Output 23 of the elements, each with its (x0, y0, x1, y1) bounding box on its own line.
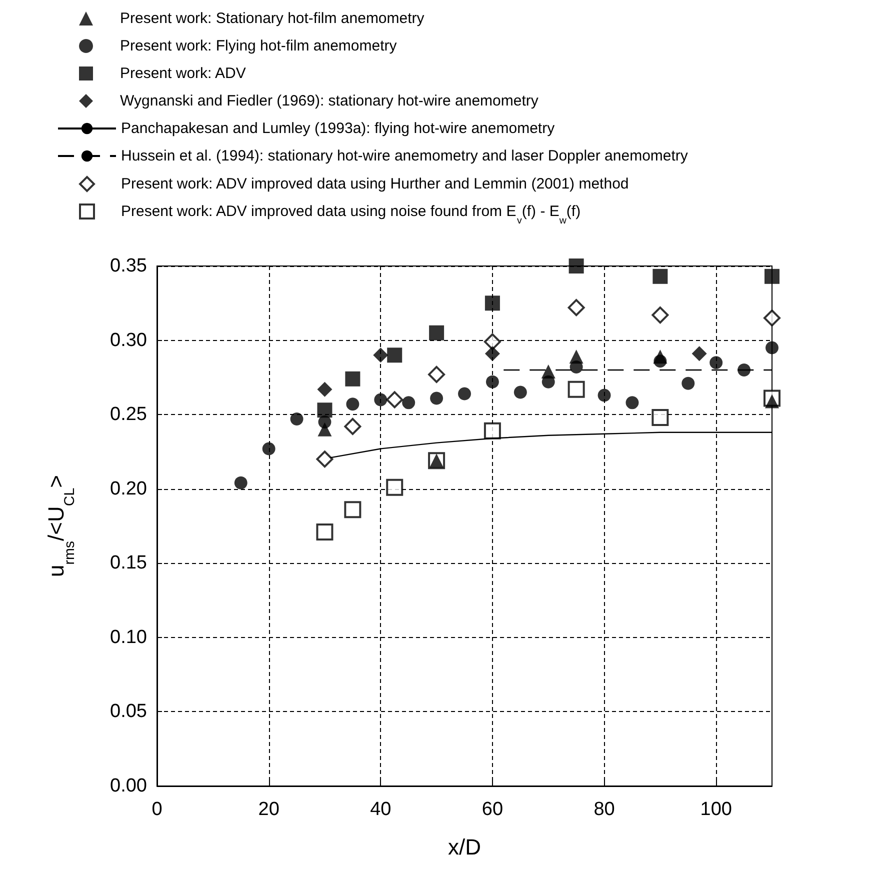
y-tick-label: 0.10 (110, 626, 147, 648)
y-tick-label: 0.05 (110, 701, 147, 722)
legend-label: Present work: ADV improved data using Hurther and Lemmin (2001) method (121, 176, 629, 192)
y-tick-label: 0.30 (110, 330, 147, 351)
legend-label: Wygnanski and Fiedler (1969): stationary hot-wire anemometry (120, 92, 539, 110)
legend-label: Present work: ADV (120, 65, 246, 82)
x-tick-label: 60 (482, 799, 504, 820)
y-tick-label: 0.15 (110, 552, 147, 574)
x-axis-title: x/D (448, 834, 481, 860)
legend-label: Hussein et al. (1994): stationary hot-wire anemometry and laser Doppler anemometry (121, 148, 688, 164)
legend-label: Present work: Flying hot-film anemometry (120, 38, 398, 54)
x-tick-label: 20 (258, 799, 280, 820)
x-tick-label: 80 (594, 799, 615, 820)
y-tick-label: 0.20 (110, 478, 147, 500)
y-tick-label: 0.00 (110, 776, 147, 796)
x-tick-label: 100 (700, 799, 732, 820)
y-tick-label: 0.35 (110, 256, 147, 276)
y-axis-title: urms/<UCL> (44, 474, 78, 578)
x-tick-label: 0 (152, 799, 162, 820)
y-tick-label: 0.25 (110, 404, 147, 426)
legend-label: Panchapakesan and Lumley (1993a): flying hot-wire anemometry (121, 120, 556, 137)
legend-label: Present work: Stationary hot-film anemometry (120, 10, 425, 27)
x-tick-label: 40 (370, 799, 392, 820)
